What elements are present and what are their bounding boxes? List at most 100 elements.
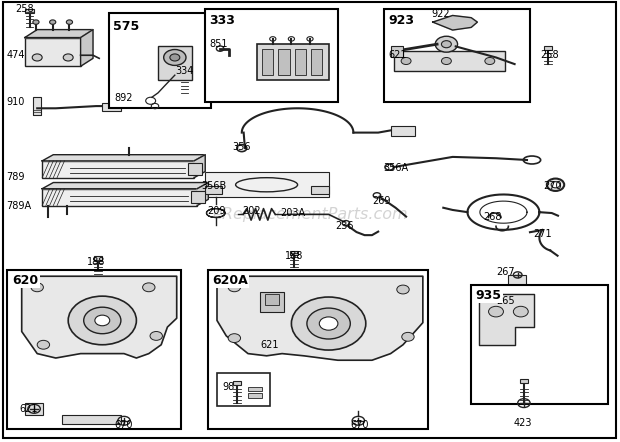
Text: 670: 670 xyxy=(350,420,369,430)
Text: 620A: 620A xyxy=(212,274,248,286)
Circle shape xyxy=(319,317,338,330)
Circle shape xyxy=(32,54,42,61)
Text: 620: 620 xyxy=(13,274,39,287)
Text: 356B: 356B xyxy=(202,181,227,191)
Bar xyxy=(248,393,262,398)
Text: 188: 188 xyxy=(285,251,304,261)
Polygon shape xyxy=(217,276,423,360)
Text: 474: 474 xyxy=(6,50,25,60)
Bar xyxy=(7,270,181,429)
Circle shape xyxy=(513,306,528,317)
Text: 258: 258 xyxy=(541,50,559,60)
Bar xyxy=(94,256,102,261)
Bar xyxy=(217,373,270,406)
Bar xyxy=(391,126,415,136)
Circle shape xyxy=(63,54,73,61)
Bar xyxy=(311,186,329,194)
Circle shape xyxy=(50,20,56,24)
Circle shape xyxy=(441,41,451,48)
Bar xyxy=(294,49,306,75)
Bar xyxy=(265,294,279,305)
Bar xyxy=(544,46,552,50)
Bar xyxy=(257,44,329,80)
Polygon shape xyxy=(42,155,205,161)
Bar xyxy=(391,46,403,57)
Circle shape xyxy=(84,307,121,334)
Text: 268: 268 xyxy=(484,212,502,221)
Text: 923: 923 xyxy=(389,15,415,27)
Text: 423: 423 xyxy=(513,419,532,428)
Text: 789A: 789A xyxy=(6,201,32,210)
Circle shape xyxy=(31,283,43,292)
Bar xyxy=(290,251,298,255)
Bar xyxy=(42,161,194,178)
Text: 265: 265 xyxy=(496,296,515,305)
Text: 575: 575 xyxy=(113,21,140,34)
Bar xyxy=(208,270,428,429)
Bar xyxy=(278,49,290,75)
Circle shape xyxy=(397,285,409,294)
Bar xyxy=(205,186,222,194)
Text: eReplacementParts.com: eReplacementParts.com xyxy=(212,207,408,222)
Circle shape xyxy=(37,340,50,349)
Polygon shape xyxy=(433,15,477,30)
Circle shape xyxy=(291,297,366,350)
Circle shape xyxy=(489,306,503,317)
Bar xyxy=(394,51,505,71)
Circle shape xyxy=(485,57,495,65)
Bar xyxy=(25,38,81,66)
Polygon shape xyxy=(194,155,205,178)
Text: 267: 267 xyxy=(496,267,515,277)
Bar xyxy=(25,403,43,415)
Bar xyxy=(262,49,273,75)
Text: 334: 334 xyxy=(175,66,193,76)
Polygon shape xyxy=(81,30,93,66)
Bar xyxy=(520,379,528,383)
Bar xyxy=(205,172,329,197)
Text: 333: 333 xyxy=(210,15,236,27)
Text: 203A: 203A xyxy=(280,208,306,218)
Bar xyxy=(248,387,262,391)
Bar xyxy=(191,191,205,203)
Polygon shape xyxy=(22,276,177,358)
Text: 98: 98 xyxy=(222,382,234,392)
Bar xyxy=(42,189,197,206)
Text: 271: 271 xyxy=(533,229,552,239)
Text: 270: 270 xyxy=(543,181,562,191)
Bar xyxy=(471,285,608,404)
Text: 621: 621 xyxy=(260,340,279,350)
Circle shape xyxy=(435,36,458,52)
Bar xyxy=(102,103,121,111)
Circle shape xyxy=(401,57,411,65)
Circle shape xyxy=(143,283,155,292)
Text: 188: 188 xyxy=(87,257,105,267)
Text: 922: 922 xyxy=(431,9,450,19)
Text: 202: 202 xyxy=(242,206,260,216)
Polygon shape xyxy=(42,183,208,189)
Bar xyxy=(503,301,527,313)
Bar xyxy=(508,275,526,285)
Circle shape xyxy=(95,315,110,326)
Bar xyxy=(188,163,202,175)
Polygon shape xyxy=(479,294,534,345)
Circle shape xyxy=(547,179,564,191)
Text: 258: 258 xyxy=(16,4,34,14)
Circle shape xyxy=(402,332,414,341)
Circle shape xyxy=(307,308,350,339)
Text: 621: 621 xyxy=(20,404,38,414)
Text: 575: 575 xyxy=(113,20,139,33)
Text: 910: 910 xyxy=(6,97,25,107)
Text: 209: 209 xyxy=(207,206,226,216)
Circle shape xyxy=(164,50,186,65)
Text: 789: 789 xyxy=(6,172,25,182)
Text: 892: 892 xyxy=(115,93,133,103)
Text: 620A: 620A xyxy=(213,274,249,287)
Polygon shape xyxy=(25,30,93,38)
Bar xyxy=(180,71,189,75)
Circle shape xyxy=(228,283,241,292)
Polygon shape xyxy=(197,183,208,206)
Bar xyxy=(384,9,530,102)
Circle shape xyxy=(228,334,241,343)
Bar xyxy=(205,9,338,102)
Bar xyxy=(260,292,284,312)
